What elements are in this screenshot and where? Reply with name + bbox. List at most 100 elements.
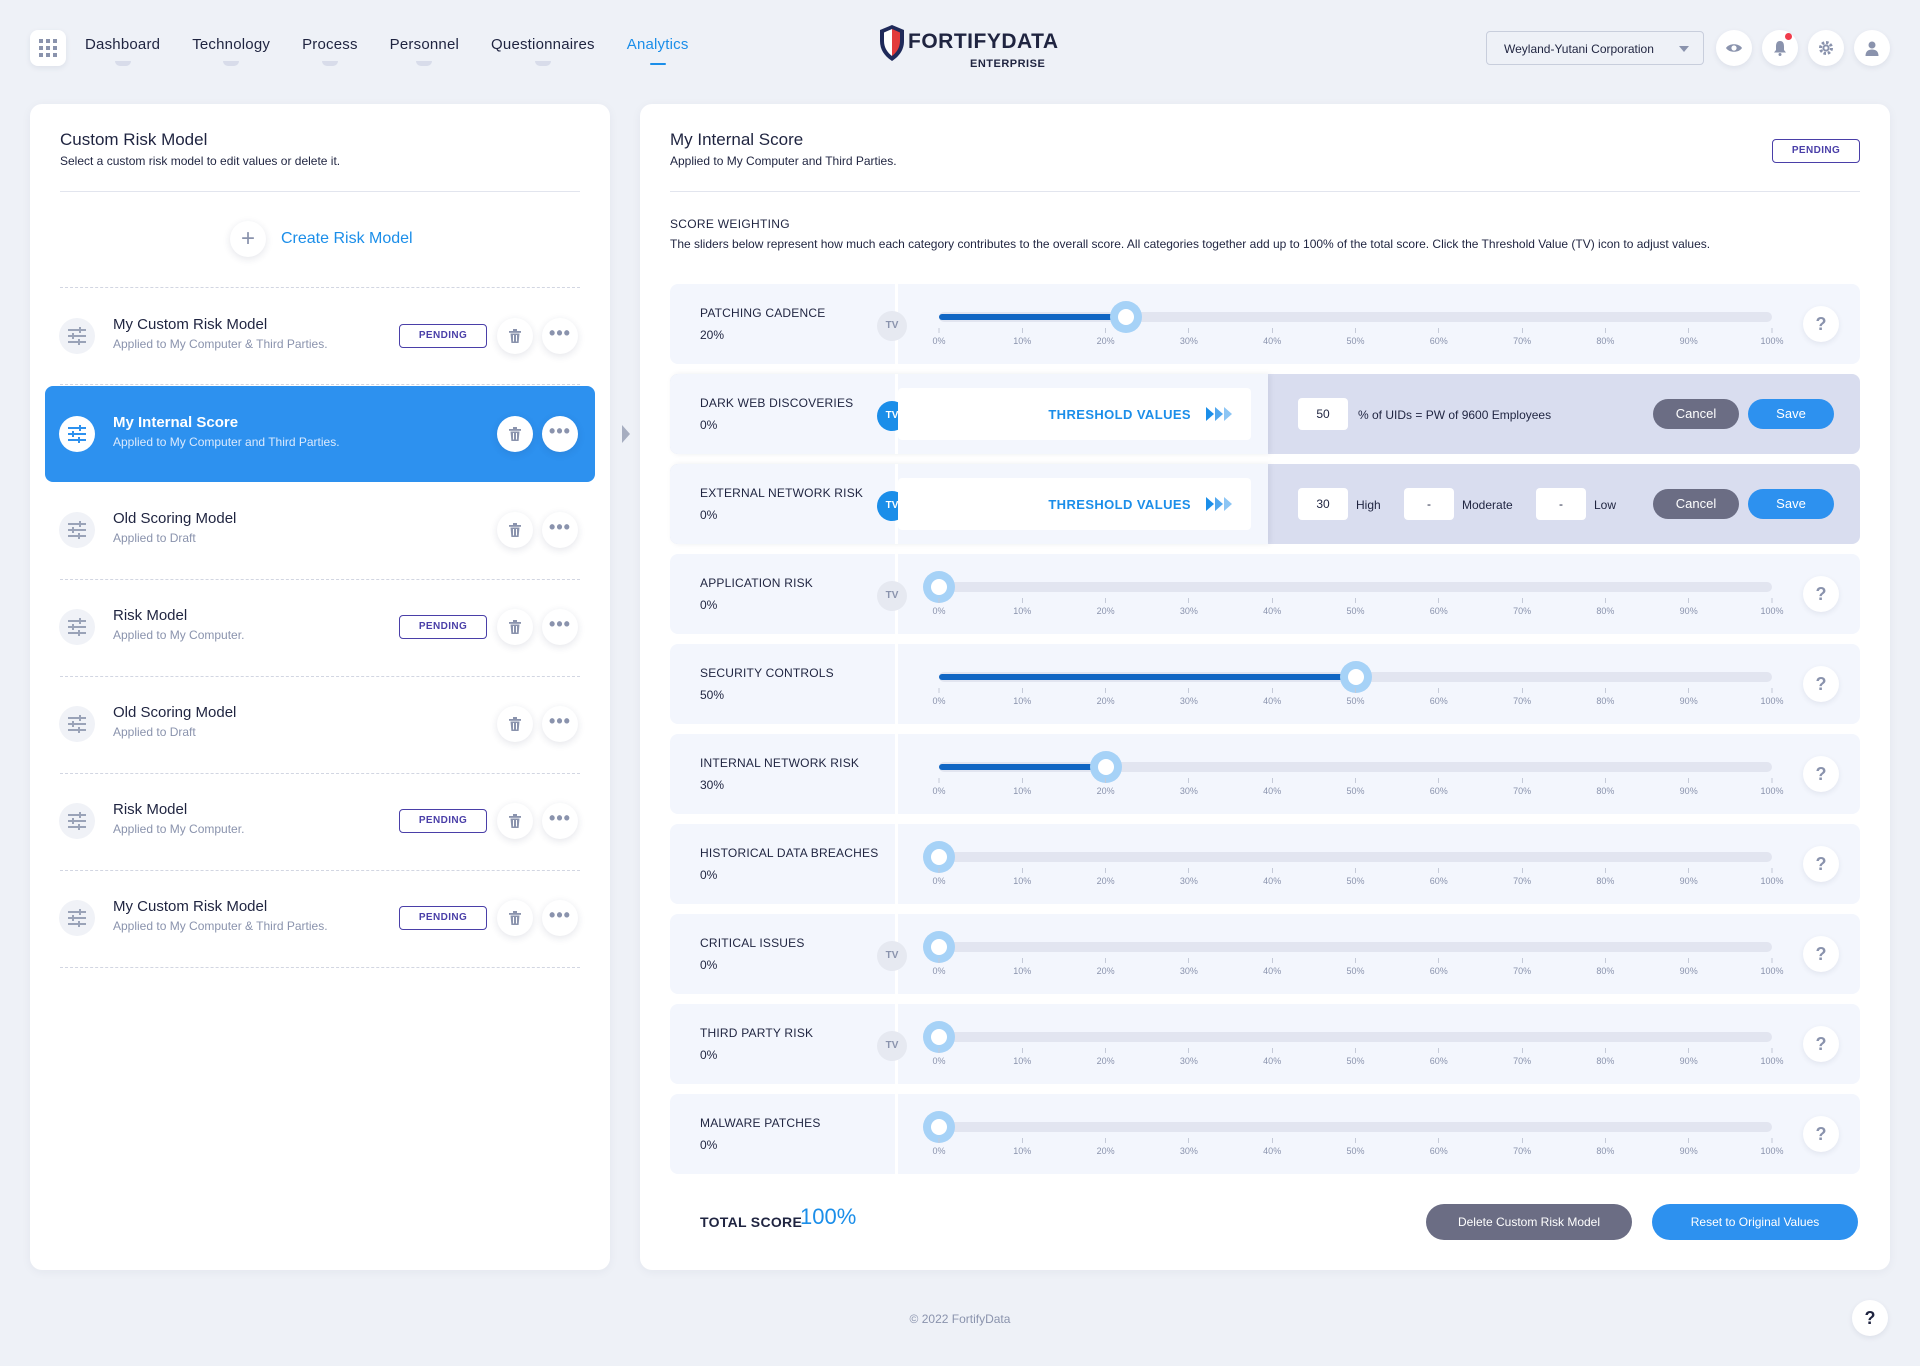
weight-slider[interactable] [939,301,1772,333]
weight-slider[interactable] [939,661,1772,693]
delete-custom-risk-model-button[interactable]: Delete Custom Risk Model [1426,1204,1632,1240]
divider [60,579,580,580]
divider [60,676,580,677]
company-select[interactable]: Weyland-Yutani Corporation [1486,31,1704,65]
tv-toggle-button[interactable]: TV [877,1031,907,1061]
nav-personnel[interactable]: Personnel [389,36,460,53]
divider [895,1094,898,1174]
apps-grid-icon[interactable] [30,30,66,66]
nav-process[interactable]: Process [302,36,358,53]
threshold-values-toggle[interactable]: THRESHOLD VALUES [898,388,1251,440]
more-options-button[interactable]: ••• [542,512,578,548]
eye-icon[interactable] [1716,30,1752,66]
slider-tick-label: 30% [1180,868,1198,886]
more-dots-icon: ••• [549,614,571,634]
weight-slider[interactable] [923,841,1772,873]
nav-dashboard[interactable]: Dashboard [85,36,161,53]
threshold-values-toggle[interactable]: THRESHOLD VALUES [898,478,1251,530]
nav-technology[interactable]: Technology [192,36,271,53]
weight-slider[interactable] [923,1021,1772,1053]
risk-model-item[interactable]: Risk Model Applied to My Computer. PENDI… [45,579,595,675]
slider-tick-label: 60% [1430,688,1448,706]
tv-toggle-button[interactable]: TV [877,311,907,341]
delete-model-button[interactable] [497,416,533,452]
gear-icon[interactable] [1808,30,1844,66]
category-row-threshold-editor: DARK WEB DISCOVERIES 0% TV THRESHOLD VAL… [670,374,1860,454]
help-icon[interactable]: ? [1803,1026,1839,1062]
cancel-button[interactable]: Cancel [1653,489,1739,519]
sliders-icon [59,609,95,645]
tv-toggle-button[interactable]: TV [877,581,907,611]
divider [60,287,580,288]
risk-model-item[interactable]: My Custom Risk Model Applied to My Compu… [45,288,595,384]
delete-model-button[interactable] [497,900,533,936]
delete-model-button[interactable] [497,706,533,742]
slider-thumb[interactable] [1110,301,1143,333]
cancel-button[interactable]: Cancel [1653,399,1739,429]
slider-tick-label: 20% [1097,1138,1115,1156]
risk-model-item[interactable]: Old Scoring Model Applied to Draft ••• [45,676,595,772]
divider [895,644,898,724]
help-icon[interactable]: ? [1803,756,1839,792]
category-percent: 0% [700,418,718,432]
slider-tick-label: 60% [1430,598,1448,616]
save-button[interactable]: Save [1748,399,1834,429]
slider-tick-label: 10% [1013,1138,1031,1156]
risk-model-item[interactable]: Old Scoring Model Applied to Draft ••• [45,482,595,578]
more-options-button[interactable]: ••• [542,609,578,645]
slider-tick-label: 60% [1430,328,1448,346]
delete-model-button[interactable] [497,803,533,839]
sliders-icon [59,416,95,452]
help-icon[interactable]: ? [1803,1116,1839,1152]
slider-tick-label: 20% [1097,1048,1115,1066]
slider-tick-label: 90% [1680,328,1698,346]
moderate-threshold-input[interactable]: - [1404,488,1454,520]
help-icon[interactable]: ? [1803,846,1839,882]
low-threshold-input[interactable]: - [1536,488,1586,520]
more-options-button[interactable]: ••• [542,416,578,452]
help-icon[interactable]: ? [1803,306,1839,342]
weight-slider[interactable] [923,571,1772,603]
risk-model-item[interactable]: My Custom Risk Model Applied to My Compu… [45,870,595,966]
more-options-button[interactable]: ••• [542,706,578,742]
nav-analytics[interactable]: Analytics [626,36,689,53]
save-button[interactable]: Save [1748,489,1834,519]
sliders-icon [59,900,95,936]
more-options-button[interactable]: ••• [542,900,578,936]
weight-slider[interactable] [923,1111,1772,1143]
slider-tick-label: 10% [1013,688,1031,706]
user-icon[interactable] [1854,30,1890,66]
bell-icon[interactable] [1762,30,1798,66]
delete-model-button[interactable] [497,512,533,548]
help-icon[interactable]: ? [1803,666,1839,702]
risk-model-item-selected[interactable]: My Internal Score Applied to My Computer… [45,386,595,482]
footer-copyright: © 2022 FortifyData [909,1312,1011,1326]
more-options-button[interactable]: ••• [542,803,578,839]
reset-to-original-values-button[interactable]: Reset to Original Values [1652,1204,1858,1240]
help-icon[interactable]: ? [1803,576,1839,612]
slider-tick-label: 80% [1596,778,1614,796]
weight-slider[interactable] [923,931,1772,963]
slider-thumb[interactable] [1089,751,1122,783]
slider-tick-label: 30% [1180,1048,1198,1066]
nav-questionnaires[interactable]: Questionnaires [491,36,595,53]
risk-model-applied: Applied to My Computer & Third Parties. [113,919,328,933]
category-row: THIRD PARTY RISK 0% TV 0% 10% 20% 30% 40% 50%… [670,1004,1860,1084]
threshold-input[interactable]: 50 [1298,398,1348,430]
create-risk-model-button[interactable]: + Create Risk Model [230,221,413,257]
divider [895,824,898,904]
high-threshold-input[interactable]: 30 [1298,488,1348,520]
delete-model-button[interactable] [497,318,533,354]
help-icon[interactable]: ? [1852,1300,1888,1336]
category-row: SECURITY CONTROLS 50% 0% 10% 20% 30% 40% 50% 6… [670,644,1860,724]
tv-toggle-button[interactable]: TV [877,941,907,971]
risk-model-item[interactable]: Risk Model Applied to My Computer. PENDI… [45,773,595,869]
weight-slider[interactable] [939,751,1772,783]
help-icon[interactable]: ? [1803,936,1839,972]
slider-thumb[interactable] [923,571,955,603]
status-badge: PENDING [1772,139,1860,163]
slider-tick-label: 40% [1263,958,1281,976]
delete-model-button[interactable] [497,609,533,645]
more-options-button[interactable]: ••• [542,318,578,354]
slider-tick-label: 80% [1596,328,1614,346]
